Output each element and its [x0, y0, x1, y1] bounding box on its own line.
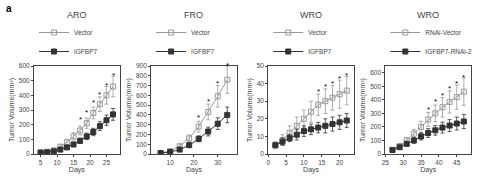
svg-text:25: 25 [103, 159, 111, 166]
svg-text:Vector: Vector [74, 29, 93, 36]
svg-text:*: * [324, 82, 327, 91]
svg-text:IGFBP7-RNAi-2: IGFBP7-RNAi-2 [425, 48, 472, 55]
svg-text:*: * [345, 71, 348, 80]
svg-text:500: 500 [19, 77, 30, 84]
svg-text:10: 10 [257, 133, 265, 140]
svg-text:600: 600 [19, 62, 30, 69]
svg-text:Days: Days [69, 166, 85, 174]
svg-text:30: 30 [257, 97, 265, 104]
svg-text:0: 0 [143, 150, 147, 157]
svg-text:0: 0 [266, 159, 270, 166]
svg-text:5: 5 [39, 159, 43, 166]
svg-text:Vector: Vector [191, 29, 210, 36]
svg-text:20: 20 [86, 159, 94, 166]
svg-text:Days: Days [186, 166, 202, 174]
svg-text:15: 15 [70, 159, 78, 166]
svg-text:50: 50 [257, 62, 265, 69]
svg-text:400: 400 [370, 96, 381, 103]
svg-text:30: 30 [214, 159, 222, 166]
svg-text:40: 40 [257, 80, 265, 87]
svg-text:*: * [462, 73, 465, 82]
svg-text:Tumor Volume(mm³): Tumor Volume(mm³) [246, 78, 254, 142]
svg-text:*: * [207, 97, 210, 106]
svg-text:600: 600 [136, 92, 147, 99]
svg-text:10: 10 [167, 159, 175, 166]
svg-text:*: * [112, 71, 115, 80]
svg-text:*: * [434, 97, 437, 106]
svg-text:200: 200 [136, 131, 147, 138]
svg-text:25: 25 [382, 159, 390, 166]
svg-text:*: * [92, 98, 95, 107]
svg-text:500: 500 [370, 83, 381, 90]
svg-text:*: * [331, 79, 334, 88]
svg-text:600: 600 [370, 69, 381, 76]
svg-text:900: 900 [136, 62, 147, 69]
svg-text:20: 20 [190, 159, 198, 166]
svg-text:20: 20 [336, 159, 344, 166]
svg-text:300: 300 [370, 110, 381, 117]
svg-text:ARO: ARO [67, 10, 87, 20]
svg-text:100: 100 [19, 136, 30, 143]
svg-text:IGFBP7: IGFBP7 [74, 48, 98, 55]
svg-text:*: * [338, 74, 341, 83]
svg-text:0: 0 [26, 150, 30, 157]
svg-text:*: * [317, 87, 320, 96]
svg-text:45: 45 [453, 159, 461, 166]
svg-text:800: 800 [136, 72, 147, 79]
svg-text:100: 100 [136, 140, 147, 147]
svg-text:Days: Days [420, 166, 436, 174]
svg-text:IGFBP7: IGFBP7 [191, 48, 215, 55]
svg-text:100: 100 [370, 137, 381, 144]
svg-text:400: 400 [136, 111, 147, 118]
svg-text:35: 35 [417, 159, 425, 166]
svg-text:*: * [226, 61, 229, 70]
svg-text:10: 10 [53, 159, 61, 166]
svg-text:*: * [455, 79, 458, 88]
svg-text:*: * [79, 115, 82, 124]
svg-text:200: 200 [19, 121, 30, 128]
svg-text:10: 10 [300, 159, 308, 166]
svg-text:WRO: WRO [300, 10, 322, 20]
svg-text:*: * [197, 113, 200, 122]
svg-text:300: 300 [19, 106, 30, 113]
svg-text:FRO: FRO [184, 10, 203, 20]
svg-text:RNAi-Vector: RNAi-Vector [425, 29, 462, 36]
svg-text:*: * [98, 90, 101, 99]
svg-text:15: 15 [318, 159, 326, 166]
svg-text:Days: Days [303, 166, 319, 174]
svg-text:500: 500 [136, 101, 147, 108]
svg-text:300: 300 [136, 121, 147, 128]
svg-text:700: 700 [136, 82, 147, 89]
svg-text:*: * [105, 81, 108, 90]
svg-text:Tumor Volume(mm³): Tumor Volume(mm³) [359, 78, 367, 142]
svg-text:*: * [448, 84, 451, 93]
svg-text:0: 0 [377, 150, 381, 157]
svg-text:Tumor Volume(mm³): Tumor Volume(mm³) [125, 78, 133, 142]
svg-text:40: 40 [435, 159, 443, 166]
svg-text:400: 400 [19, 92, 30, 99]
svg-text:IGFBP7: IGFBP7 [308, 48, 332, 55]
svg-text:Vector: Vector [308, 29, 327, 36]
svg-text:WRO: WRO [417, 10, 439, 20]
svg-text:200: 200 [370, 123, 381, 130]
svg-text:Tumor Volume(mm³): Tumor Volume(mm³) [8, 78, 16, 142]
svg-text:30: 30 [400, 159, 408, 166]
svg-text:*: * [216, 79, 219, 88]
svg-text:0: 0 [260, 150, 264, 157]
svg-text:20: 20 [257, 115, 265, 122]
svg-text:*: * [85, 108, 88, 117]
svg-text:*: * [441, 91, 444, 100]
svg-text:*: * [427, 105, 430, 114]
svg-text:a: a [6, 3, 12, 14]
svg-text:5: 5 [284, 159, 288, 166]
